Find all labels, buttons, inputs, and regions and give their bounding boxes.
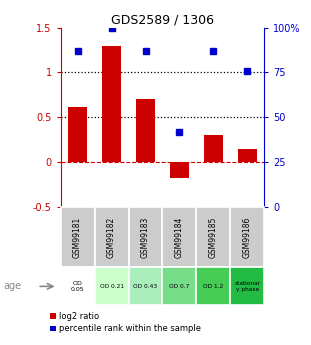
Text: OD
0.05: OD 0.05 bbox=[71, 281, 84, 292]
Bar bbox=[95, 267, 128, 305]
Bar bbox=[162, 207, 197, 267]
Bar bbox=[238, 149, 257, 162]
Bar bbox=[68, 107, 87, 162]
Text: stationar
y phase: stationar y phase bbox=[234, 281, 260, 292]
Bar bbox=[128, 207, 162, 267]
Bar bbox=[162, 267, 197, 305]
Bar bbox=[170, 162, 189, 178]
Text: GSM99186: GSM99186 bbox=[243, 217, 252, 258]
Bar bbox=[136, 99, 155, 162]
Bar bbox=[128, 267, 162, 305]
Legend: log2 ratio, percentile rank within the sample: log2 ratio, percentile rank within the s… bbox=[49, 311, 202, 334]
Text: GSM99182: GSM99182 bbox=[107, 217, 116, 258]
Bar bbox=[230, 207, 264, 267]
Bar bbox=[102, 46, 121, 162]
Text: GSM99185: GSM99185 bbox=[209, 217, 218, 258]
Bar bbox=[95, 207, 128, 267]
Bar bbox=[61, 207, 95, 267]
Text: OD 0.7: OD 0.7 bbox=[169, 284, 190, 289]
Text: GSM99181: GSM99181 bbox=[73, 217, 82, 258]
Text: age: age bbox=[3, 282, 21, 291]
Text: OD 1.2: OD 1.2 bbox=[203, 284, 224, 289]
Bar bbox=[197, 207, 230, 267]
Bar bbox=[204, 135, 223, 162]
Title: GDS2589 / 1306: GDS2589 / 1306 bbox=[111, 13, 214, 27]
Text: GSM99184: GSM99184 bbox=[175, 217, 184, 258]
Text: OD 0.43: OD 0.43 bbox=[133, 284, 158, 289]
Bar bbox=[230, 267, 264, 305]
Bar bbox=[61, 267, 95, 305]
Text: GSM99183: GSM99183 bbox=[141, 217, 150, 258]
Bar bbox=[197, 267, 230, 305]
Text: OD 0.21: OD 0.21 bbox=[100, 284, 123, 289]
